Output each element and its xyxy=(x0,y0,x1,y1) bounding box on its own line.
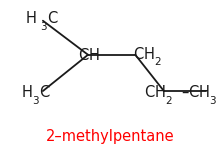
Text: 2–methylpentane: 2–methylpentane xyxy=(46,129,174,144)
Text: H: H xyxy=(89,48,99,63)
Text: 2: 2 xyxy=(165,96,172,106)
Text: –: – xyxy=(182,85,189,100)
Text: C: C xyxy=(133,46,143,62)
Text: H: H xyxy=(155,85,165,100)
Text: C: C xyxy=(78,48,88,63)
Text: H: H xyxy=(199,85,209,100)
Text: 3: 3 xyxy=(209,96,216,106)
Text: H: H xyxy=(25,11,36,26)
Text: 3: 3 xyxy=(33,96,39,106)
Text: C: C xyxy=(188,85,198,100)
Text: 2: 2 xyxy=(154,57,161,67)
Text: C: C xyxy=(47,11,57,26)
Text: H: H xyxy=(22,85,33,100)
Text: C: C xyxy=(144,85,154,100)
Text: C: C xyxy=(39,85,50,100)
Text: H: H xyxy=(144,46,154,62)
Text: 3: 3 xyxy=(40,22,47,32)
